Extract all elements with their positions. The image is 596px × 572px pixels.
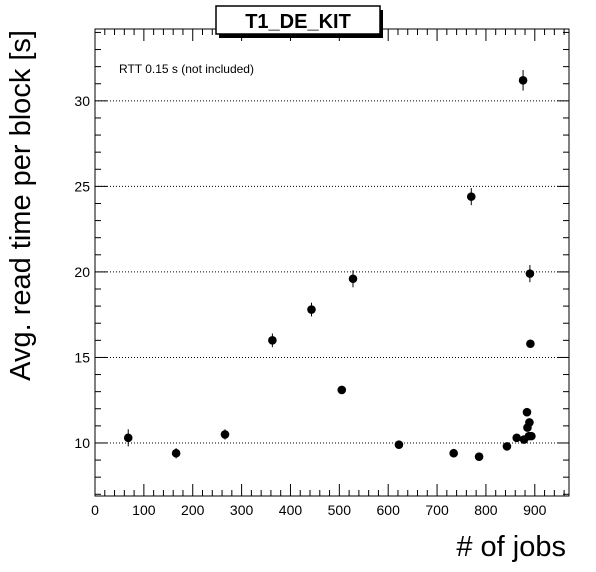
data-point	[502, 442, 512, 451]
grid-lines	[95, 100, 569, 444]
y-tick-label: 15	[74, 349, 90, 365]
data-point	[449, 448, 458, 458]
x-tick-label: 900	[523, 502, 547, 518]
data-point	[527, 431, 536, 441]
data-point	[220, 430, 230, 439]
x-tick-label: 100	[132, 502, 156, 518]
data-point	[525, 269, 535, 278]
data-point	[307, 305, 316, 314]
plot-frame	[94, 28, 570, 497]
annotation-text: RTT 0.15 s (not included)	[119, 62, 254, 76]
y-axis-title: Avg. read time per block [s]	[5, 30, 37, 381]
y-tick-label: 25	[74, 178, 90, 194]
x-tick-label: 700	[425, 502, 449, 518]
data-point	[348, 274, 358, 284]
data-point	[123, 433, 133, 443]
data-point	[525, 418, 534, 427]
x-tick-label: 800	[474, 502, 498, 518]
tick-labels: 0 100 200 300 400 500 600 700 800 900 10 15 20 25 30	[74, 93, 546, 518]
data-point	[526, 339, 535, 349]
y-tick-label: 30	[74, 93, 90, 109]
data-point	[518, 76, 528, 85]
y-tick-label: 10	[74, 435, 90, 451]
title-box: T1_DE_KIT	[215, 5, 383, 38]
chart-title: T1_DE_KIT	[245, 11, 351, 33]
y-tick-label: 20	[74, 264, 90, 280]
x-axis-title: # of jobs	[456, 531, 566, 563]
data-point	[474, 452, 484, 461]
x-tick-label: 600	[377, 502, 401, 518]
axis-ticks	[94, 29, 569, 496]
data-points	[123, 70, 536, 461]
x-tick-label: 200	[181, 502, 205, 518]
x-tick-label: 300	[230, 502, 254, 518]
x-tick-label: 500	[328, 502, 352, 518]
data-point	[466, 192, 476, 201]
data-point	[522, 407, 532, 417]
data-point	[394, 440, 404, 449]
data-point	[337, 385, 347, 395]
data-point	[268, 336, 277, 345]
x-tick-label: 400	[279, 502, 303, 518]
x-tick-label: 0	[91, 502, 99, 518]
data-point	[512, 433, 522, 443]
data-point	[171, 448, 181, 458]
